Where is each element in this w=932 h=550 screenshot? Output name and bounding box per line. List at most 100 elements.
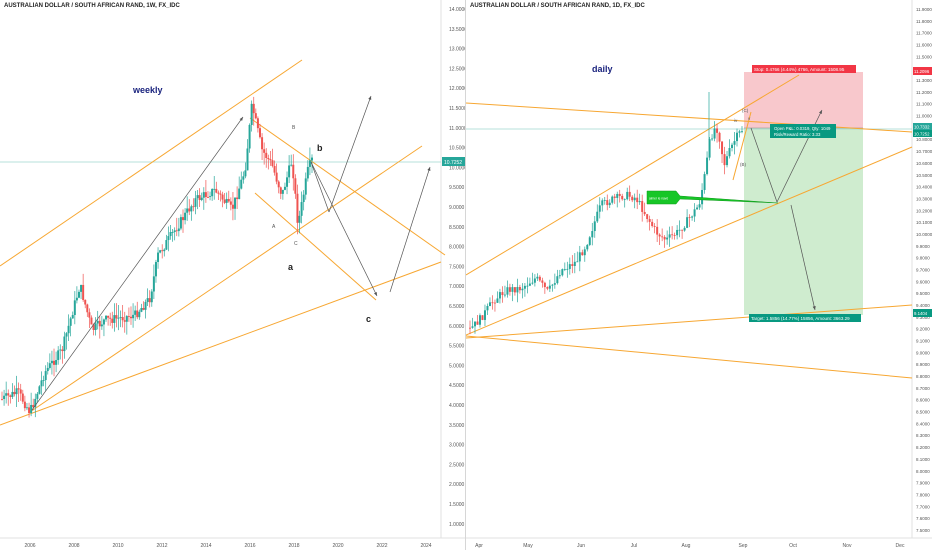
daily-candle (703, 174, 706, 190)
weekly-candle (57, 350, 60, 361)
weekly-candle (165, 240, 168, 250)
weekly-candle (140, 308, 143, 312)
weekly-candle (229, 201, 232, 205)
weekly-candle (290, 164, 293, 166)
weekly-candle (204, 192, 207, 197)
weekly-y-tick-label: 10.5000 (449, 146, 466, 152)
daily-y-tick-label: 8.6000 (916, 398, 930, 403)
weekly-candle (152, 276, 155, 292)
daily-stop-label-bg (752, 65, 856, 73)
weekly-y-tick-label: 7.0000 (449, 284, 465, 290)
weekly-x-tick-label: 2010 (112, 543, 123, 549)
weekly-candle (286, 177, 289, 187)
weekly-candle (250, 103, 253, 125)
weekly-candle (107, 315, 110, 318)
weekly-candle (167, 236, 170, 241)
daily-short-orange-line (732, 111, 752, 181)
daily-candle (551, 284, 554, 286)
weekly-candle (275, 172, 278, 182)
daily-candle (706, 157, 709, 175)
daily-x-tick-label: Jul (631, 543, 637, 549)
daily-open-pl-label: Open P&L: 0.0319, Qty: 1049 (774, 126, 831, 131)
daily-candle (628, 191, 631, 197)
daily-upper-channel-line (466, 74, 800, 276)
weekly-candle (161, 250, 164, 252)
daily-candle (643, 211, 646, 215)
daily-y-tick-label: 10.4000 (916, 185, 932, 190)
weekly-chart-panel[interactable]: AUSTRALIAN DOLLAR / SOUTH AFRICAN RAND, … (0, 0, 466, 550)
weekly-upper-channel-line (0, 59, 303, 267)
daily-target-badge-bg (913, 309, 932, 317)
weekly-timeframe-label: weekly (132, 85, 163, 95)
daily-y-tick-label: 9.1000 (916, 339, 930, 344)
daily-candle (536, 276, 539, 279)
daily-candle (566, 268, 569, 270)
daily-y-tick-label: 10.2000 (916, 208, 932, 213)
daily-target-support-line (466, 304, 913, 339)
daily-candle (511, 287, 514, 292)
weekly-price-badge: 10.7252 (444, 160, 462, 166)
daily-candle (721, 141, 724, 155)
daily-candle (618, 193, 621, 196)
daily-candle (558, 275, 561, 277)
daily-candle (501, 292, 504, 296)
daily-upper-resistance-line (466, 102, 913, 133)
daily-y-tick-label: 8.7000 (916, 386, 930, 391)
weekly-candle (82, 284, 85, 300)
weekly-candle (96, 320, 99, 324)
daily-candle (701, 189, 704, 205)
daily-y-tick-label: 11.8000 (916, 19, 932, 24)
daily-candle (726, 156, 729, 166)
daily-chart-panel[interactable]: AUSTRALIAN DOLLAR / SOUTH AFRICAN RAND, … (466, 0, 932, 550)
weekly-chart-svg[interactable]: 14.0000 13.5000 13.0000 12.5000 12.0000 11.50… (0, 0, 466, 550)
daily-y-tick-label: 10.1000 (916, 220, 932, 225)
daily-candle (683, 227, 686, 231)
weekly-candle (36, 393, 39, 399)
weekly-y-tick-label: 11.5000 (449, 106, 466, 112)
weekly-candle (13, 391, 16, 395)
daily-y-tick-label: 7.9000 (916, 481, 930, 486)
weekly-candle (227, 198, 230, 202)
daily-candle (481, 315, 484, 320)
daily-candle (651, 221, 654, 227)
daily-y-tick-label: 11.2000 (916, 90, 932, 95)
daily-candle (681, 229, 684, 231)
weekly-abc-lower-line (254, 192, 377, 301)
daily-candle (623, 199, 626, 201)
weekly-candle (217, 192, 220, 194)
weekly-candle (200, 197, 203, 201)
daily-x-tick-label: Dec (896, 543, 905, 549)
weekly-candle (46, 367, 49, 372)
weekly-candle (244, 170, 247, 177)
weekly-x-tick-label: 2016 (244, 543, 255, 549)
weekly-wave-c-arrow (310, 161, 378, 297)
weekly-x-tick-label: 2024 (420, 543, 431, 549)
daily-candle (568, 264, 571, 269)
daily-candle (613, 196, 616, 198)
daily-candle (598, 205, 601, 212)
daily-candle (518, 286, 521, 291)
daily-candle (513, 287, 516, 293)
weekly-candle (163, 249, 166, 252)
daily-candle (731, 144, 734, 149)
weekly-candle (157, 252, 160, 262)
weekly-candle (90, 317, 93, 325)
daily-candle (663, 236, 666, 240)
daily-chart-svg[interactable]: 11.900011.800011.700011.600011.500011.40… (466, 0, 932, 550)
daily-chart-title: AUSTRALIAN DOLLAR / SOUTH AFRICAN RAND, … (470, 3, 645, 9)
daily-candle (671, 234, 674, 236)
daily-candle (486, 305, 489, 311)
weekly-y-tick-label: 2.5000 (449, 462, 465, 468)
weekly-price-badge-bg (442, 157, 466, 166)
daily-x-tick-label: Oct (789, 543, 797, 549)
weekly-candle (15, 388, 18, 395)
daily-lower-channel-line (466, 146, 913, 336)
weekly-candle (265, 152, 268, 158)
weekly-up-arrow-2-head (427, 167, 431, 171)
daily-candle (676, 229, 679, 236)
weekly-candle (248, 124, 251, 149)
daily-callout-text: aimer le navé (649, 197, 668, 201)
daily-candle (626, 191, 629, 200)
weekly-candle (98, 320, 101, 327)
daily-candle (641, 201, 644, 212)
